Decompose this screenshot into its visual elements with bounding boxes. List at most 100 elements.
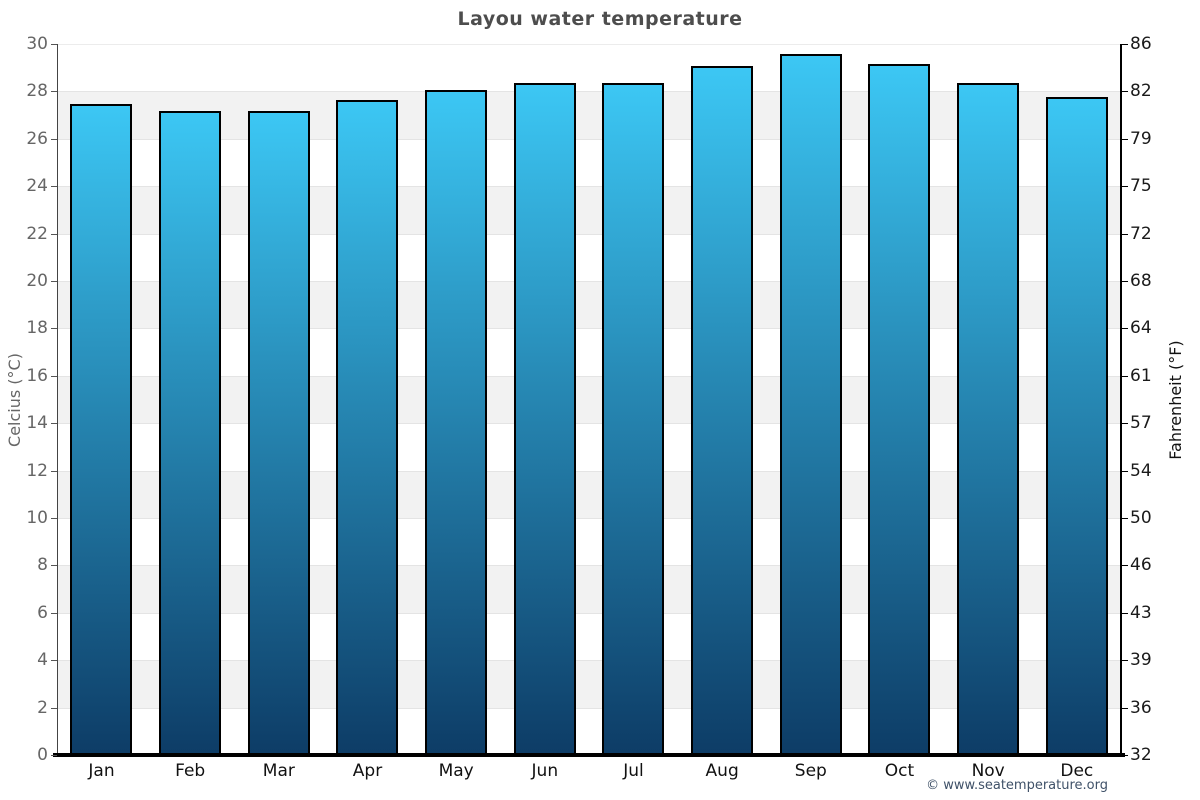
- celsius-tick-label: 26: [26, 128, 48, 149]
- plot-band: [57, 613, 1121, 662]
- right-tick-mark: [1122, 707, 1128, 709]
- gridline: [57, 375, 1121, 377]
- month-label-dec: Dec: [1060, 761, 1094, 781]
- right-tick-mark: [1122, 375, 1128, 377]
- bar-oct: [868, 63, 931, 756]
- plot-band: [57, 519, 1121, 567]
- month-label-nov: Nov: [971, 761, 1005, 781]
- celsius-tick-label: 10: [26, 508, 48, 528]
- left-tick-mark: [51, 233, 57, 235]
- plot-band: [57, 566, 1121, 614]
- month-label-jul: Jul: [623, 761, 644, 781]
- left-axis-line: [57, 44, 58, 755]
- month-label-may: May: [438, 761, 474, 781]
- right-tick-mark: [1122, 281, 1128, 282]
- bar-sep: [779, 54, 842, 756]
- plot-band: [57, 282, 1121, 330]
- gridline: [57, 612, 1121, 614]
- plot-band: [57, 376, 1121, 425]
- month-label-feb: Feb: [175, 761, 206, 781]
- plot-band: [57, 661, 1121, 709]
- celsius-tick-label: 12: [26, 460, 48, 481]
- right-tick-mark: [1122, 328, 1128, 330]
- fahrenheit-tick-label: 75: [1130, 176, 1152, 197]
- celsius-tick-label: 14: [26, 413, 48, 434]
- celsius-tick-label: 24: [26, 176, 48, 197]
- right-tick-mark: [1122, 755, 1128, 756]
- right-tick-mark: [1122, 470, 1128, 472]
- celsius-tick-label: 2: [37, 697, 48, 718]
- bar-jun: [513, 82, 576, 756]
- gridline: [57, 233, 1121, 235]
- right-tick-mark: [1122, 44, 1128, 45]
- plot-band: [57, 139, 1121, 188]
- month-label-mar: Mar: [262, 761, 295, 781]
- plot-band: [57, 708, 1121, 756]
- fahrenheit-tick-label: 79: [1130, 128, 1152, 149]
- gridline: [57, 91, 1121, 93]
- right-tick-mark: [1122, 565, 1128, 567]
- fahrenheit-tick-label: 50: [1130, 508, 1152, 528]
- bar-jul: [602, 82, 665, 756]
- plot-band: [57, 187, 1121, 235]
- plot-band: [57, 234, 1121, 282]
- left-tick-mark: [51, 565, 57, 567]
- celsius-tick-label: 18: [26, 318, 48, 339]
- left-tick-mark: [51, 44, 57, 45]
- fahrenheit-tick-label: 43: [1130, 602, 1152, 623]
- left-tick-mark: [51, 612, 57, 614]
- plot-band: [57, 92, 1121, 140]
- gridline: [57, 186, 1121, 188]
- plot-band: [57, 45, 1121, 93]
- right-tick-mark: [1122, 518, 1128, 519]
- gridline: [57, 707, 1121, 709]
- fahrenheit-tick-label: 68: [1130, 271, 1152, 291]
- fahrenheit-tick-label: 82: [1130, 81, 1152, 102]
- celsius-tick-label: 4: [37, 650, 48, 671]
- gridline: [57, 518, 1121, 519]
- right-tick-mark: [1122, 186, 1128, 188]
- bar-apr: [336, 99, 399, 756]
- left-tick-mark: [51, 328, 57, 330]
- celsius-tick-label: 0: [37, 745, 48, 765]
- plot-band: [57, 424, 1121, 472]
- y-axis-title-celsius: Celcius (°C): [5, 353, 24, 447]
- month-label-oct: Oct: [884, 761, 915, 781]
- fahrenheit-tick-label: 39: [1130, 650, 1152, 671]
- fahrenheit-tick-label: 57: [1130, 413, 1152, 434]
- plot-band: [57, 329, 1121, 377]
- gridline: [57, 470, 1121, 472]
- celsius-tick-label: 16: [26, 365, 48, 386]
- fahrenheit-tick-label: 46: [1130, 555, 1152, 576]
- bar-feb: [159, 111, 221, 756]
- celsius-tick-label: 20: [26, 271, 48, 291]
- gridline: [57, 138, 1121, 140]
- left-tick-mark: [51, 518, 57, 519]
- left-tick-mark: [51, 138, 57, 140]
- celsius-tick-label: 30: [26, 34, 48, 54]
- celsius-tick-label: 22: [26, 223, 48, 244]
- left-tick-mark: [51, 375, 57, 377]
- fahrenheit-tick-label: 36: [1130, 697, 1152, 718]
- fahrenheit-tick-label: 54: [1130, 460, 1152, 481]
- chart-title: Layou water temperature: [457, 8, 743, 30]
- gridline: [57, 565, 1121, 567]
- left-tick-mark: [51, 186, 57, 188]
- month-label-apr: Apr: [352, 761, 383, 781]
- copyright-link[interactable]: © www.seatemperature.org: [926, 778, 1108, 793]
- right-tick-mark: [1122, 423, 1128, 425]
- right-tick-mark: [1122, 91, 1128, 93]
- bar-dec: [1045, 97, 1108, 756]
- bar-mar: [247, 111, 310, 756]
- right-tick-mark: [1122, 233, 1128, 235]
- gridline: [57, 328, 1121, 330]
- month-label-sep: Sep: [794, 761, 827, 781]
- left-tick-mark: [51, 707, 57, 709]
- x-axis-line: [53, 753, 1125, 757]
- fahrenheit-tick-label: 64: [1130, 318, 1152, 339]
- month-label-jan: Jan: [88, 761, 115, 781]
- fahrenheit-tick-label: 32: [1130, 745, 1152, 765]
- month-label-jun: Jun: [531, 761, 559, 781]
- right-tick-mark: [1122, 138, 1128, 140]
